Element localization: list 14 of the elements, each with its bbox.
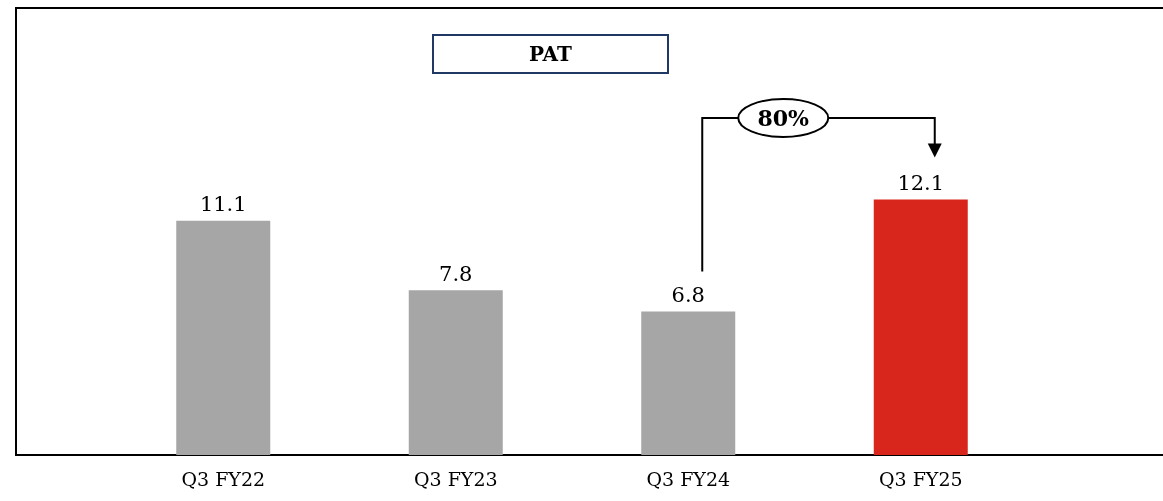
- bar: [408, 290, 503, 455]
- text: 80%: [757, 105, 810, 131]
- x-tick-label: Q3 FY25: [878, 467, 963, 490]
- x-tick-label: Q3 FY23: [413, 467, 498, 490]
- chart-title: PAT: [529, 42, 573, 66]
- data-label: 12.1: [897, 171, 945, 196]
- x-tick-label: Q3 FY24: [646, 467, 731, 490]
- bar: [176, 220, 271, 455]
- data-label: 11.1: [199, 192, 247, 217]
- bar: [641, 311, 736, 455]
- bar: [873, 199, 968, 455]
- data-label: 6.8: [671, 282, 705, 307]
- x-tick-label: Q3 FY22: [181, 467, 266, 490]
- data-label: 7.8: [439, 261, 473, 286]
